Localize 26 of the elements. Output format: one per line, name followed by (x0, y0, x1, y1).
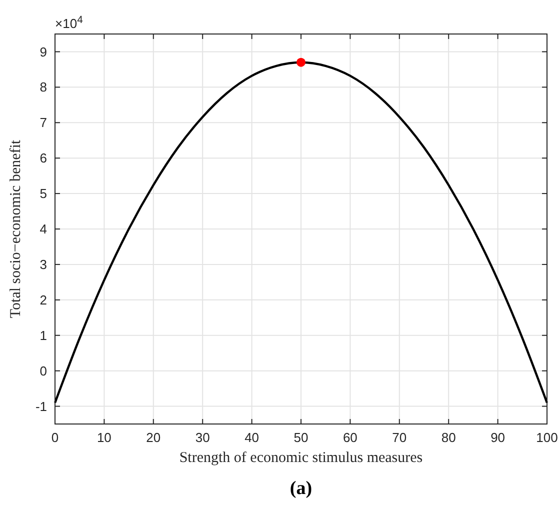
y-tick-label: 1 (40, 328, 47, 343)
x-tick-label: 0 (51, 430, 59, 445)
x-tick-label: 40 (244, 430, 260, 445)
x-tick-label: 20 (146, 430, 161, 445)
x-tick-label: 50 (294, 430, 308, 445)
y-tick-label: 3 (40, 257, 47, 272)
x-tick-label: 80 (441, 430, 456, 445)
text: (a) (290, 478, 312, 499)
x-tick-label: 90 (490, 430, 506, 445)
y-tick-label: 6 (40, 150, 47, 166)
y-tick-label: 7 (40, 115, 47, 130)
x-tick-label: 60 (342, 430, 358, 445)
y-tick-label: -1 (35, 398, 47, 414)
x-axis-title: Strength of economic stimulus measures (179, 450, 423, 466)
x-tick-label: 10 (96, 430, 112, 445)
y-tick-label: 0 (40, 363, 47, 378)
x-tick-label: 30 (195, 430, 210, 445)
y-axis-title: Total socio−economic benefit (8, 139, 24, 318)
y-tick-label: 9 (40, 44, 47, 60)
y-tick-label: 2 (40, 292, 47, 308)
y-tick-label: 4 (40, 222, 47, 237)
y-tick-label: 8 (40, 80, 47, 95)
x-tick-label: 100 (536, 430, 558, 445)
x-tick-label: 70 (392, 430, 407, 445)
y-tick-label: 5 (40, 186, 47, 202)
text: ×10$^{4}$ (55, 14, 84, 31)
